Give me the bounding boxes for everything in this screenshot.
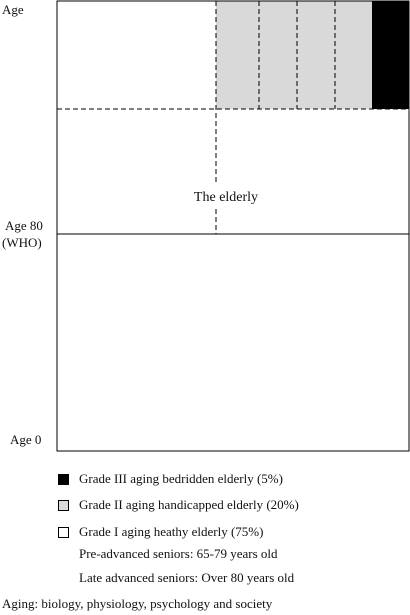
legend-item-grade-i: Grade I aging heathy elderly (75%) <box>58 524 263 540</box>
legend-item-grade-ii: Grade II aging handicapped elderly (20%) <box>58 497 299 513</box>
legend-item-grade-iii: Grade III aging bedridden elderly (5%) <box>58 471 283 487</box>
axis-label-who: (WHO) <box>2 235 42 250</box>
legend-label-grade-ii: Grade II aging handicapped elderly (20%) <box>79 497 299 512</box>
figure-caption: Aging: biology, physiology, psychology a… <box>2 596 273 611</box>
legend-label-grade-i: Grade I aging heathy elderly (75%) <box>79 524 264 539</box>
legend-swatch-grade-ii <box>58 499 69 511</box>
legend-swatch-grade-iii <box>58 473 69 485</box>
age-diagram: The elderly <box>56 0 410 452</box>
grade-iii-region <box>372 1 409 109</box>
outer-box-border <box>56 0 410 452</box>
the-elderly-label: The elderly <box>194 190 258 205</box>
grade-ii-region <box>216 1 372 109</box>
legend-label-grade-iii: Grade III aging bedridden elderly (5%) <box>79 471 283 486</box>
note-pre-advanced: Pre-advanced seniors: 65-79 years old <box>79 546 278 561</box>
axis-label-age-80: Age 80 <box>5 218 43 233</box>
axis-label-age-0: Age 0 <box>10 432 42 447</box>
axis-label-age: Age <box>2 2 24 17</box>
note-late-advanced: Late advanced seniors: Over 80 years old <box>79 570 295 585</box>
legend-swatch-grade-i <box>58 526 69 538</box>
